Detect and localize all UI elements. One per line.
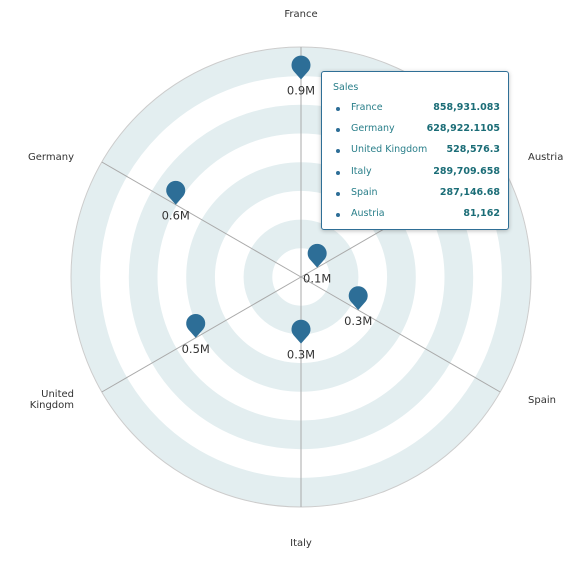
data-point-spain: 0.3M [344, 286, 372, 328]
map-pin-icon [307, 243, 327, 268]
map-pin-icon [348, 286, 368, 311]
tooltip-row-label: France [351, 102, 383, 113]
axis-line-4 [101, 276, 302, 393]
tooltip-row: Germany 628,922.1105 [322, 122, 510, 138]
axis-label-5: Germany [28, 152, 74, 163]
axis-label-4: United Kingdom [30, 389, 74, 411]
tooltip-row: Austria 81,162 [322, 207, 510, 223]
bullet-icon [336, 128, 340, 133]
tooltip-row: United Kingdom 528,576.3 [322, 143, 510, 159]
data-point-united-kingdom: 0.5M [182, 313, 210, 356]
axis-label-2: Spain [528, 395, 556, 406]
series-pins: 0.9M 0.1M 0.3M 0.3M 0.5M 0.6M [162, 55, 372, 362]
sales-tooltip: Sales France 858,931.083 Germany 628,922.11… [321, 71, 509, 230]
radar-axes: France Austria Spain Italy United Kingdom Germ… [28, 9, 563, 549]
axis-line-2 [300, 276, 501, 393]
data-label: 0.3M [344, 314, 372, 328]
data-point-italy: 0.3M [287, 319, 315, 362]
tooltip-row-label: United Kingdom [351, 144, 428, 156]
tooltip-row-label: Germany [351, 123, 395, 135]
axis-line-5 [101, 161, 302, 278]
tooltip-row-value: 289,709.658 [433, 165, 500, 177]
tooltip-row-label: Italy [351, 165, 372, 177]
tooltip-row: France 858,931.083 [322, 101, 510, 117]
map-pin-icon [186, 313, 206, 338]
data-point-germany: 0.6M [162, 180, 190, 223]
axis-label-0: France [284, 9, 317, 20]
data-point-austria: 0.1M [303, 243, 331, 286]
tooltip-row-label: Austria [351, 208, 385, 219]
tooltip-row: Spain 287,146.68 [322, 186, 510, 202]
data-label: 0.1M [303, 272, 331, 286]
bullet-icon [336, 149, 340, 154]
data-label: 0.5M [182, 342, 210, 356]
axis-label-1: Austria [528, 152, 563, 163]
bullet-icon [336, 191, 340, 196]
map-pin-icon [291, 319, 311, 344]
bullet-icon [336, 107, 340, 111]
tooltip-row-value: 287,146.68 [439, 186, 500, 198]
data-label: 0.9M [287, 83, 315, 97]
bullet-icon [336, 213, 340, 217]
map-pin-icon [291, 55, 311, 80]
bullet-icon [336, 170, 340, 175]
axis-label-3: Italy [290, 538, 312, 549]
tooltip-row-value: 528,576.3 [446, 144, 501, 156]
tooltip-title: Sales [333, 82, 359, 93]
data-point-france: 0.9M [287, 55, 315, 97]
tooltip-row-value: 628,922.1105 [426, 123, 500, 135]
map-pin-icon [166, 180, 186, 205]
tooltip-row-label: Spain [351, 186, 378, 198]
tooltip-row-value: 858,931.083 [433, 102, 500, 113]
tooltip-row-value: 81,162 [463, 208, 500, 219]
data-label: 0.3M [287, 348, 315, 362]
data-label: 0.6M [162, 209, 190, 223]
tooltip-row: Italy 289,709.658 [322, 165, 510, 181]
